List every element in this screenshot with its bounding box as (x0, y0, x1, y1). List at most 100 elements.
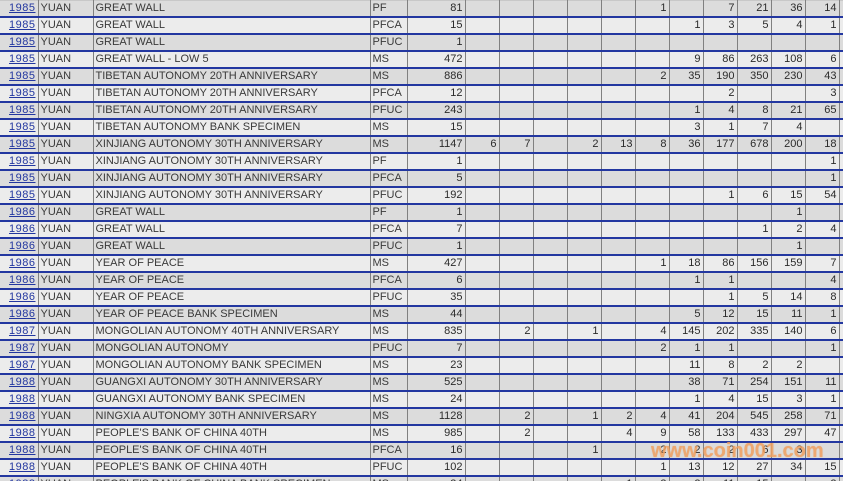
year-link[interactable]: 1985 (9, 172, 36, 184)
year-link[interactable]: 1988 (9, 393, 36, 405)
table-row[interactable]: 1986 YUAN YEAR OF PEACE BANK SPECIMEN MS 44 5… (0, 305, 843, 323)
year-link[interactable]: 1986 (9, 240, 36, 252)
table-row[interactable]: 1986 YUAN YEAR OF PEACE MS 427 1 18 86 156 159 7 (0, 254, 843, 272)
cell-year[interactable]: 1987 (0, 339, 39, 357)
table-row[interactable]: 1985 YUAN GREAT WALL - LOW 5 MS 472 9 86 263 108… (0, 50, 843, 68)
cell-year[interactable]: 1985 (0, 84, 39, 102)
year-link[interactable]: 1985 (9, 53, 36, 65)
table-row[interactable]: 1988 YUAN PEOPLE'S BANK OF CHINA 40TH PFUC 1… (0, 458, 843, 476)
year-link[interactable]: 1986 (9, 257, 36, 269)
cell-year[interactable]: 1986 (0, 203, 39, 221)
year-link[interactable]: 1986 (9, 206, 36, 218)
cell-year[interactable]: 1988 (0, 475, 39, 481)
cell-grade-count-9: 335 (737, 322, 772, 340)
cell-year[interactable]: 1988 (0, 458, 39, 476)
cell-year[interactable]: 1985 (0, 152, 39, 170)
cell-grade-count-10: 1 (771, 237, 806, 255)
cell-year[interactable]: 1986 (0, 220, 39, 238)
year-link[interactable]: 1985 (9, 19, 36, 31)
cell-year[interactable]: 1985 (0, 101, 39, 119)
year-link[interactable]: 1988 (9, 478, 35, 481)
year-link[interactable]: 1985 (9, 189, 36, 201)
table-row[interactable]: 1987 YUAN MONGOLIAN AUTONOMY BANK SPECIMEN… (0, 356, 843, 374)
table-row[interactable]: 1986 YUAN GREAT WALL PFUC 1 1 (0, 237, 843, 255)
year-link[interactable]: 1985 (9, 121, 36, 133)
table-row[interactable]: 1988 YUAN GUANGXI AUTONOMY 30TH ANNIVERSAR… (0, 373, 843, 391)
cell-year[interactable]: 1988 (0, 390, 39, 408)
year-link[interactable]: 1985 (9, 104, 36, 116)
table-row[interactable]: 1985 YUAN XINJIANG AUTONOMY 30TH ANNIVERSA… (0, 186, 843, 204)
cell-year[interactable]: 1985 (0, 33, 39, 51)
table-row[interactable]: 1988 YUAN NINGXIA AUTONOMY 30TH ANNIVERSAR… (0, 407, 843, 425)
cell-grade-count-9: 263 (737, 50, 772, 68)
cell-year[interactable]: 1987 (0, 356, 39, 374)
year-link[interactable]: 1988 (9, 461, 36, 473)
year-link[interactable]: 1985 (9, 70, 36, 82)
year-link[interactable]: 1985 (9, 155, 36, 167)
cell-year[interactable]: 1985 (0, 0, 39, 17)
cell-grade-count-2 (499, 118, 534, 136)
cell-description: GREAT WALL (93, 203, 371, 221)
year-link[interactable]: 1985 (9, 2, 36, 14)
table-row[interactable]: 1986 YUAN GREAT WALL PFCA 7 1 2 4 (0, 220, 843, 238)
cell-description: GUANGXI AUTONOMY BANK SPECIMEN (93, 390, 371, 408)
year-link[interactable]: 1988 (9, 427, 36, 439)
year-link[interactable]: 1987 (9, 342, 36, 354)
cell-year[interactable]: 1988 (0, 373, 39, 391)
year-link[interactable]: 1987 (9, 359, 36, 371)
year-link[interactable]: 1988 (9, 444, 36, 456)
year-link[interactable]: 1988 (9, 376, 36, 388)
cell-grade: PF (370, 203, 408, 221)
table-row[interactable]: 1987 YUAN MONGOLIAN AUTONOMY 40TH ANNIVERS… (0, 322, 843, 340)
table-row[interactable]: 1986 YUAN YEAR OF PEACE PFCA 6 1 1 4 (0, 271, 843, 289)
cell-year[interactable]: 1985 (0, 50, 39, 68)
table-row[interactable]: 1985 YUAN TIBETAN AUTONOMY 20TH ANNIVERSAR… (0, 67, 843, 85)
cell-year[interactable]: 1985 (0, 16, 39, 34)
table-row[interactable]: 1985 YUAN TIBETAN AUTONOMY BANK SPECIMEN MS… (0, 118, 843, 136)
cell-year[interactable]: 1986 (0, 271, 39, 289)
year-link[interactable]: 1986 (9, 274, 36, 286)
table-row[interactable]: 1985 YUAN XINJIANG AUTONOMY 30TH ANNIVERSA… (0, 152, 843, 170)
cell-year[interactable]: 1988 (0, 407, 39, 425)
year-link[interactable]: 1987 (9, 325, 36, 337)
cell-year[interactable]: 1986 (0, 237, 39, 255)
cell-year[interactable]: 1986 (0, 254, 39, 272)
year-link[interactable]: 1986 (9, 291, 36, 303)
table-row[interactable]: 1985 YUAN XINJIANG AUTONOMY 30TH ANNIVERSA… (0, 169, 843, 187)
table-row[interactable]: 1988 YUAN PEOPLE'S BANK OF CHINA 40TH MS 985… (0, 424, 843, 442)
cell-grade: PFUC (370, 186, 408, 204)
cell-year[interactable]: 1985 (0, 169, 39, 187)
cell-year[interactable]: 1985 (0, 135, 39, 153)
table-row[interactable]: 1985 YUAN TIBETAN AUTONOMY 20TH ANNIVERSAR… (0, 84, 843, 102)
year-link[interactable]: 1985 (9, 87, 36, 99)
cell-year[interactable]: 1985 (0, 67, 39, 85)
table-row[interactable]: 1985 YUAN XINJIANG AUTONOMY 30TH ANNIVERSA… (0, 135, 843, 153)
cell-grade-count-4 (567, 424, 602, 442)
cell-year[interactable]: 1985 (0, 118, 39, 136)
cell-year[interactable]: 1987 (0, 322, 39, 340)
year-link[interactable]: 1988 (9, 410, 36, 422)
cell-denomination: YUAN (38, 186, 94, 204)
cell-year[interactable]: 1988 (0, 424, 39, 442)
cell-denomination: YUAN (38, 203, 94, 221)
table-row[interactable]: 1985 YUAN TIBETAN AUTONOMY 20TH ANNIVERSAR… (0, 101, 843, 119)
cell-grade-count-1 (465, 339, 500, 357)
table-row[interactable]: 1986 YUAN GREAT WALL PF 1 1 (0, 203, 843, 221)
table-row[interactable]: 1988 YUAN GUANGXI AUTONOMY BANK SPECIMEN MS… (0, 390, 843, 408)
cell-year[interactable]: 1986 (0, 305, 39, 323)
table-row[interactable]: 1988 YUAN PEOPLE'S BANK OF CHINA 40TH PFCA 1… (0, 441, 843, 459)
year-link[interactable]: 1985 (9, 36, 36, 48)
year-link[interactable]: 1986 (9, 308, 36, 320)
year-link[interactable]: 1985 (9, 138, 36, 150)
cell-year[interactable]: 1988 (0, 441, 39, 459)
cell-grade-count-4 (567, 254, 602, 272)
cell-year[interactable]: 1985 (0, 186, 39, 204)
year-link[interactable]: 1986 (9, 223, 36, 235)
cell-year[interactable]: 1986 (0, 288, 39, 306)
